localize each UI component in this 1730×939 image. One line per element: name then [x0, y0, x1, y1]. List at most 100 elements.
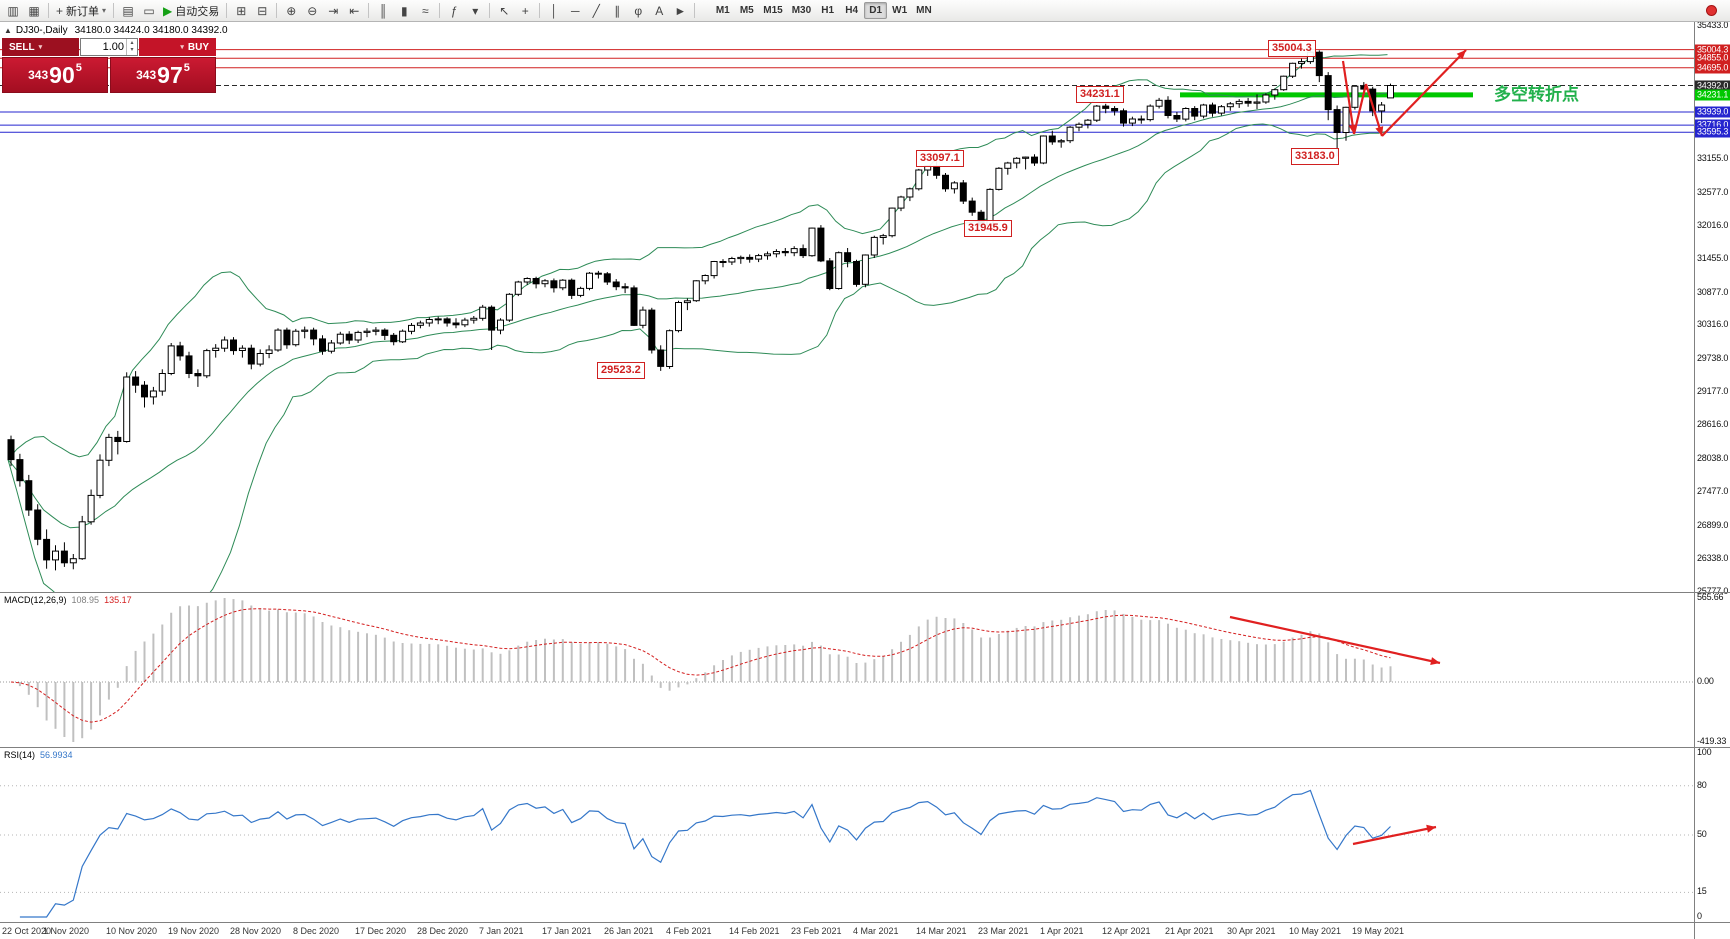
- timeframe-d1-button[interactable]: D1: [864, 2, 888, 19]
- time-axis-separator: [0, 922, 1730, 923]
- trend-arrow[interactable]: [1352, 83, 1368, 135]
- timeframe-m1-button[interactable]: M1: [715, 5, 730, 16]
- sell-button[interactable]: SELL ▾: [2, 38, 79, 56]
- main-chart-panel[interactable]: ▲ DJ30-,Daily 34180.0 34424.0 34180.0 3439…: [0, 22, 1694, 592]
- price-scale-label: 26338.0: [1697, 552, 1729, 563]
- indicator-list-button[interactable]: ▾: [465, 1, 485, 20]
- timeframe-h4-button[interactable]: H4: [845, 5, 859, 16]
- toolbar-separator: [226, 3, 228, 18]
- time-axis-label: 12 Apr 2021: [1102, 926, 1151, 936]
- terminal-button[interactable]: ⊞: [231, 1, 251, 20]
- indicators-button[interactable]: ƒ: [444, 1, 464, 20]
- auto-scroll-button[interactable]: ⇥: [323, 1, 343, 20]
- price-scale-label: 29738.0: [1697, 353, 1729, 364]
- price-annotation[interactable]: 35004.3: [1268, 40, 1316, 57]
- volume-input[interactable]: 1.00 ▴ ▾: [80, 38, 138, 56]
- candles-button[interactable]: ▮: [394, 1, 414, 20]
- arrows-button[interactable]: ►: [670, 1, 690, 20]
- price-annotation[interactable]: 29523.2: [597, 362, 645, 379]
- toolbar-separator: [276, 3, 278, 18]
- new-chart-button[interactable]: ▥: [3, 1, 23, 20]
- buy-button[interactable]: ▾ BUY: [139, 38, 216, 56]
- buy-price-button[interactable]: 343 97 5: [110, 57, 216, 93]
- auto-trading-button[interactable]: ▶ 自动交易: [160, 1, 222, 20]
- volume-stepper[interactable]: ▴ ▾: [126, 39, 137, 55]
- price-scale-label: 27477.0: [1697, 485, 1729, 496]
- price-scale-label: 31455.0: [1697, 252, 1729, 263]
- timeframe-w1-button[interactable]: W1: [892, 5, 908, 16]
- rsi-label: RSI(14) 56.9934: [4, 750, 78, 760]
- price-level-badge: 33595.3: [1695, 126, 1730, 138]
- time-axis-label: 26 Jan 2021: [604, 926, 654, 936]
- time-axis-label: 4 Mar 2021: [853, 926, 899, 936]
- price-level-badge: 35004.3: [1695, 44, 1730, 56]
- price-annotation[interactable]: 33097.1: [916, 150, 964, 167]
- indicator-scale-label: -419.33: [1697, 736, 1727, 746]
- zoom-in-button[interactable]: ⊕: [281, 1, 301, 20]
- new-order-button[interactable]: + 新订单 ▾: [53, 1, 109, 20]
- trendline-button[interactable]: ╱: [586, 1, 606, 20]
- timeframe-m5-button[interactable]: M5: [739, 5, 754, 16]
- rsi-chart[interactable]: [0, 748, 1694, 922]
- fibonacci-button[interactable]: φ: [628, 1, 648, 20]
- time-axis[interactable]: 22 Oct 2020 1 Nov 2020 10 Nov 2020 19 Nov 2…: [0, 923, 1694, 939]
- symbol-period-label: DJ30-,Daily: [15, 25, 68, 36]
- horizontal-line-icon: ─: [571, 3, 580, 18]
- trend-arrow[interactable]: [1352, 825, 1437, 846]
- chart-shift-button[interactable]: ⇤: [344, 1, 364, 20]
- rsi-panel[interactable]: RSI(14) 56.9934: [0, 748, 1694, 922]
- ask-price-prefix: 343: [136, 68, 157, 82]
- vertical-line-icon: │: [550, 3, 559, 18]
- ask-price-big: 97: [157, 61, 183, 88]
- price-scale[interactable]: 35433.0 33155.0 32577.0 32016.0 31455.0 30877…: [1694, 22, 1730, 939]
- time-axis-label: 28 Nov 2020: [230, 926, 282, 936]
- bars-button[interactable]: ║: [373, 1, 393, 20]
- zoom-out-button[interactable]: ⊖: [302, 1, 322, 20]
- timeframe-mn-button[interactable]: MN: [916, 5, 932, 16]
- channel-button[interactable]: ∥: [607, 1, 627, 20]
- volume-down-icon[interactable]: ▾: [130, 47, 134, 53]
- vertical-line-button[interactable]: │: [544, 1, 564, 20]
- bars-icon: ║: [379, 3, 388, 18]
- crosshair-button[interactable]: +: [515, 1, 535, 20]
- indicator-scale-label: 565.66: [1697, 592, 1724, 602]
- timeframe-h1-button[interactable]: H1: [821, 5, 835, 16]
- panel-separator[interactable]: [0, 592, 1730, 593]
- sell-price-button[interactable]: 343 90 5: [2, 57, 108, 93]
- cursor-button[interactable]: ↖: [494, 1, 514, 20]
- timeframe-m30-button[interactable]: M30: [791, 5, 812, 16]
- line-chart-button[interactable]: ≈: [415, 1, 435, 20]
- sell-options-caret-icon[interactable]: ▾: [38, 44, 43, 51]
- auto-trading-icon: ▶: [163, 3, 173, 18]
- toolbar-separator: [694, 3, 696, 18]
- market-watch-icon: ▤: [122, 3, 134, 18]
- volume-up-icon[interactable]: ▴: [130, 40, 134, 46]
- time-axis-label: 30 Apr 2021: [1227, 926, 1276, 936]
- data-window-button[interactable]: ▭: [139, 1, 159, 20]
- price-annotation[interactable]: 31945.9: [964, 220, 1012, 237]
- macd-chart[interactable]: [0, 593, 1694, 747]
- pivot-label[interactable]: 多空转折点: [1494, 85, 1579, 104]
- volume-value[interactable]: 1.00: [102, 41, 124, 53]
- market-watch-button[interactable]: ▤: [118, 1, 138, 20]
- profiles-button[interactable]: ▦: [24, 1, 44, 20]
- macd-name: MACD(12,26,9): [4, 595, 67, 605]
- panel-separator[interactable]: [0, 747, 1730, 748]
- horizontal-line-button[interactable]: ─: [565, 1, 585, 20]
- buy-options-caret-icon[interactable]: ▾: [180, 44, 184, 51]
- macd-panel[interactable]: MACD(12,26,9) 108.95 135.17: [0, 593, 1694, 747]
- price-annotation[interactable]: 33183.0: [1291, 148, 1339, 165]
- trend-arrow[interactable]: [1341, 60, 1356, 135]
- candles-layer: [7, 49, 1394, 571]
- strategy-tester-button[interactable]: ⊟: [252, 1, 272, 20]
- timeframe-m15-button[interactable]: M15: [763, 5, 783, 16]
- price-annotation[interactable]: 34231.1: [1076, 86, 1124, 103]
- price-chart[interactable]: [0, 22, 1694, 592]
- indicators-icon: ƒ: [450, 3, 458, 18]
- text-button[interactable]: A: [649, 1, 669, 20]
- new-order-icon: +: [56, 3, 64, 18]
- oneclick-toggle-icon[interactable]: ▲: [4, 26, 12, 35]
- profiles-icon: ▦: [28, 3, 40, 18]
- trend-arrow[interactable]: [1381, 49, 1467, 137]
- trend-arrow[interactable]: [1229, 615, 1441, 665]
